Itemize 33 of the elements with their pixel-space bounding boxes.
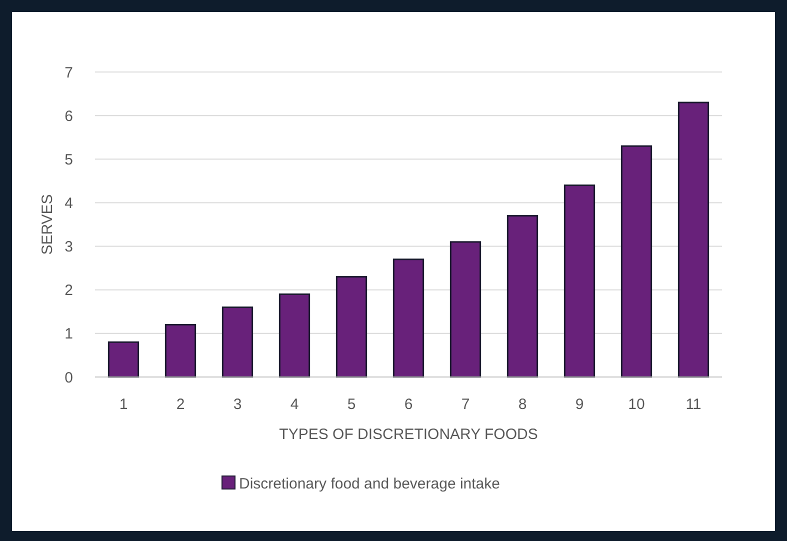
x-tick-label: 10 [628,396,645,413]
y-tick-label: 4 [64,194,73,212]
x-axis-title: TYPES OF DISCRETIONARY FOODS [279,426,538,443]
y-tick-label: 6 [64,108,73,125]
bar [620,145,652,378]
x-tick-label: 6 [404,396,413,413]
x-tick-label: 7 [461,396,470,413]
bar [392,258,424,378]
bar [108,341,140,378]
x-tick-label: 5 [347,396,356,413]
bar [278,293,310,378]
y-tick-label: 7 [64,64,73,82]
x-tick-label: 8 [518,396,527,413]
x-tick-label: 1 [119,396,128,413]
x-tick-label: 3 [233,396,242,413]
bar [336,276,368,378]
bar [450,241,482,378]
legend-label: Discretionary food and beverage intake [239,475,500,492]
x-tick-label: 11 [686,396,702,413]
y-tick-label: 3 [64,238,73,256]
bar [222,306,254,378]
bar [678,102,710,378]
bar [164,324,196,378]
y-tick-label: 1 [64,326,73,343]
y-axis-title: SERVES [39,194,56,255]
y-tick-label: 0 [64,369,73,386]
y-tick-label: 2 [64,282,73,300]
x-tick-label: 9 [575,396,584,413]
x-tick-label: 2 [176,396,185,413]
bar [506,215,538,378]
x-tick-label: 4 [290,396,299,413]
bar [564,184,596,378]
y-tick-label: 5 [64,151,73,168]
